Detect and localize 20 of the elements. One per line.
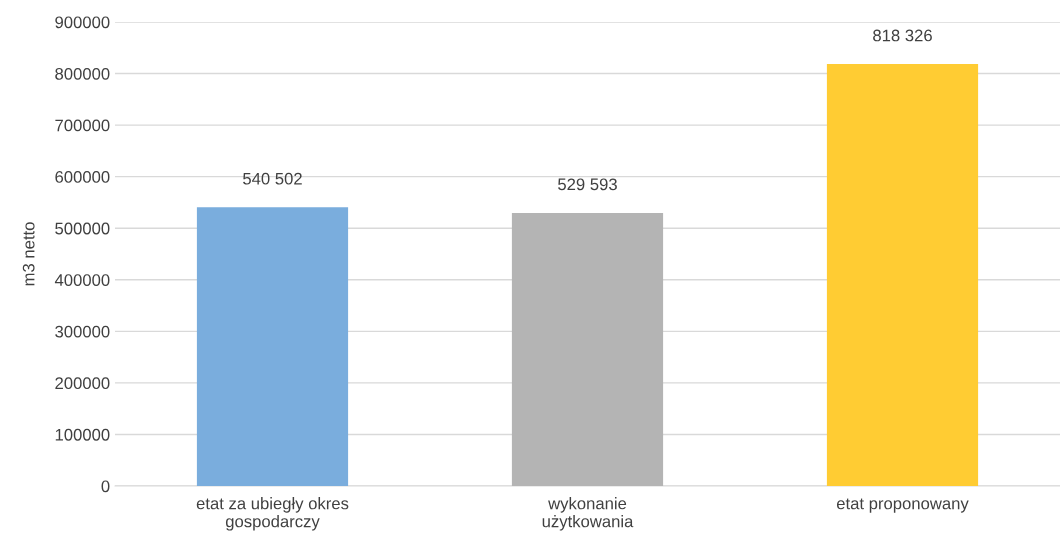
bar [826, 64, 979, 486]
y-tick-label: 600000 [55, 171, 110, 183]
bar [511, 212, 664, 486]
y-axis-title: m3 netto [22, 222, 35, 286]
y-tick-label: 900000 [55, 16, 110, 29]
data-label: 529 593 [558, 178, 617, 191]
y-tick-label: 200000 [55, 377, 110, 390]
y-tick-label: 400000 [54, 274, 110, 286]
y-tick-label: 500000 [55, 222, 110, 235]
x-tick-label: wykonanie użytkowania [542, 497, 634, 531]
x-tick-label: etat proponowany [836, 498, 969, 513]
data-label: 540 502 [243, 172, 302, 185]
y-tick-label: 300000 [55, 325, 110, 338]
y-tick-label: 100000 [55, 428, 110, 441]
y-tick-label: 0 [101, 480, 110, 493]
y-tick-label: 700000 [55, 119, 110, 132]
y-tick-label: 800000 [55, 67, 110, 80]
data-label: 818 326 [873, 29, 932, 42]
bar [196, 207, 349, 486]
x-tick-label: etat za ubiegły okres gospodarczy [196, 497, 349, 531]
